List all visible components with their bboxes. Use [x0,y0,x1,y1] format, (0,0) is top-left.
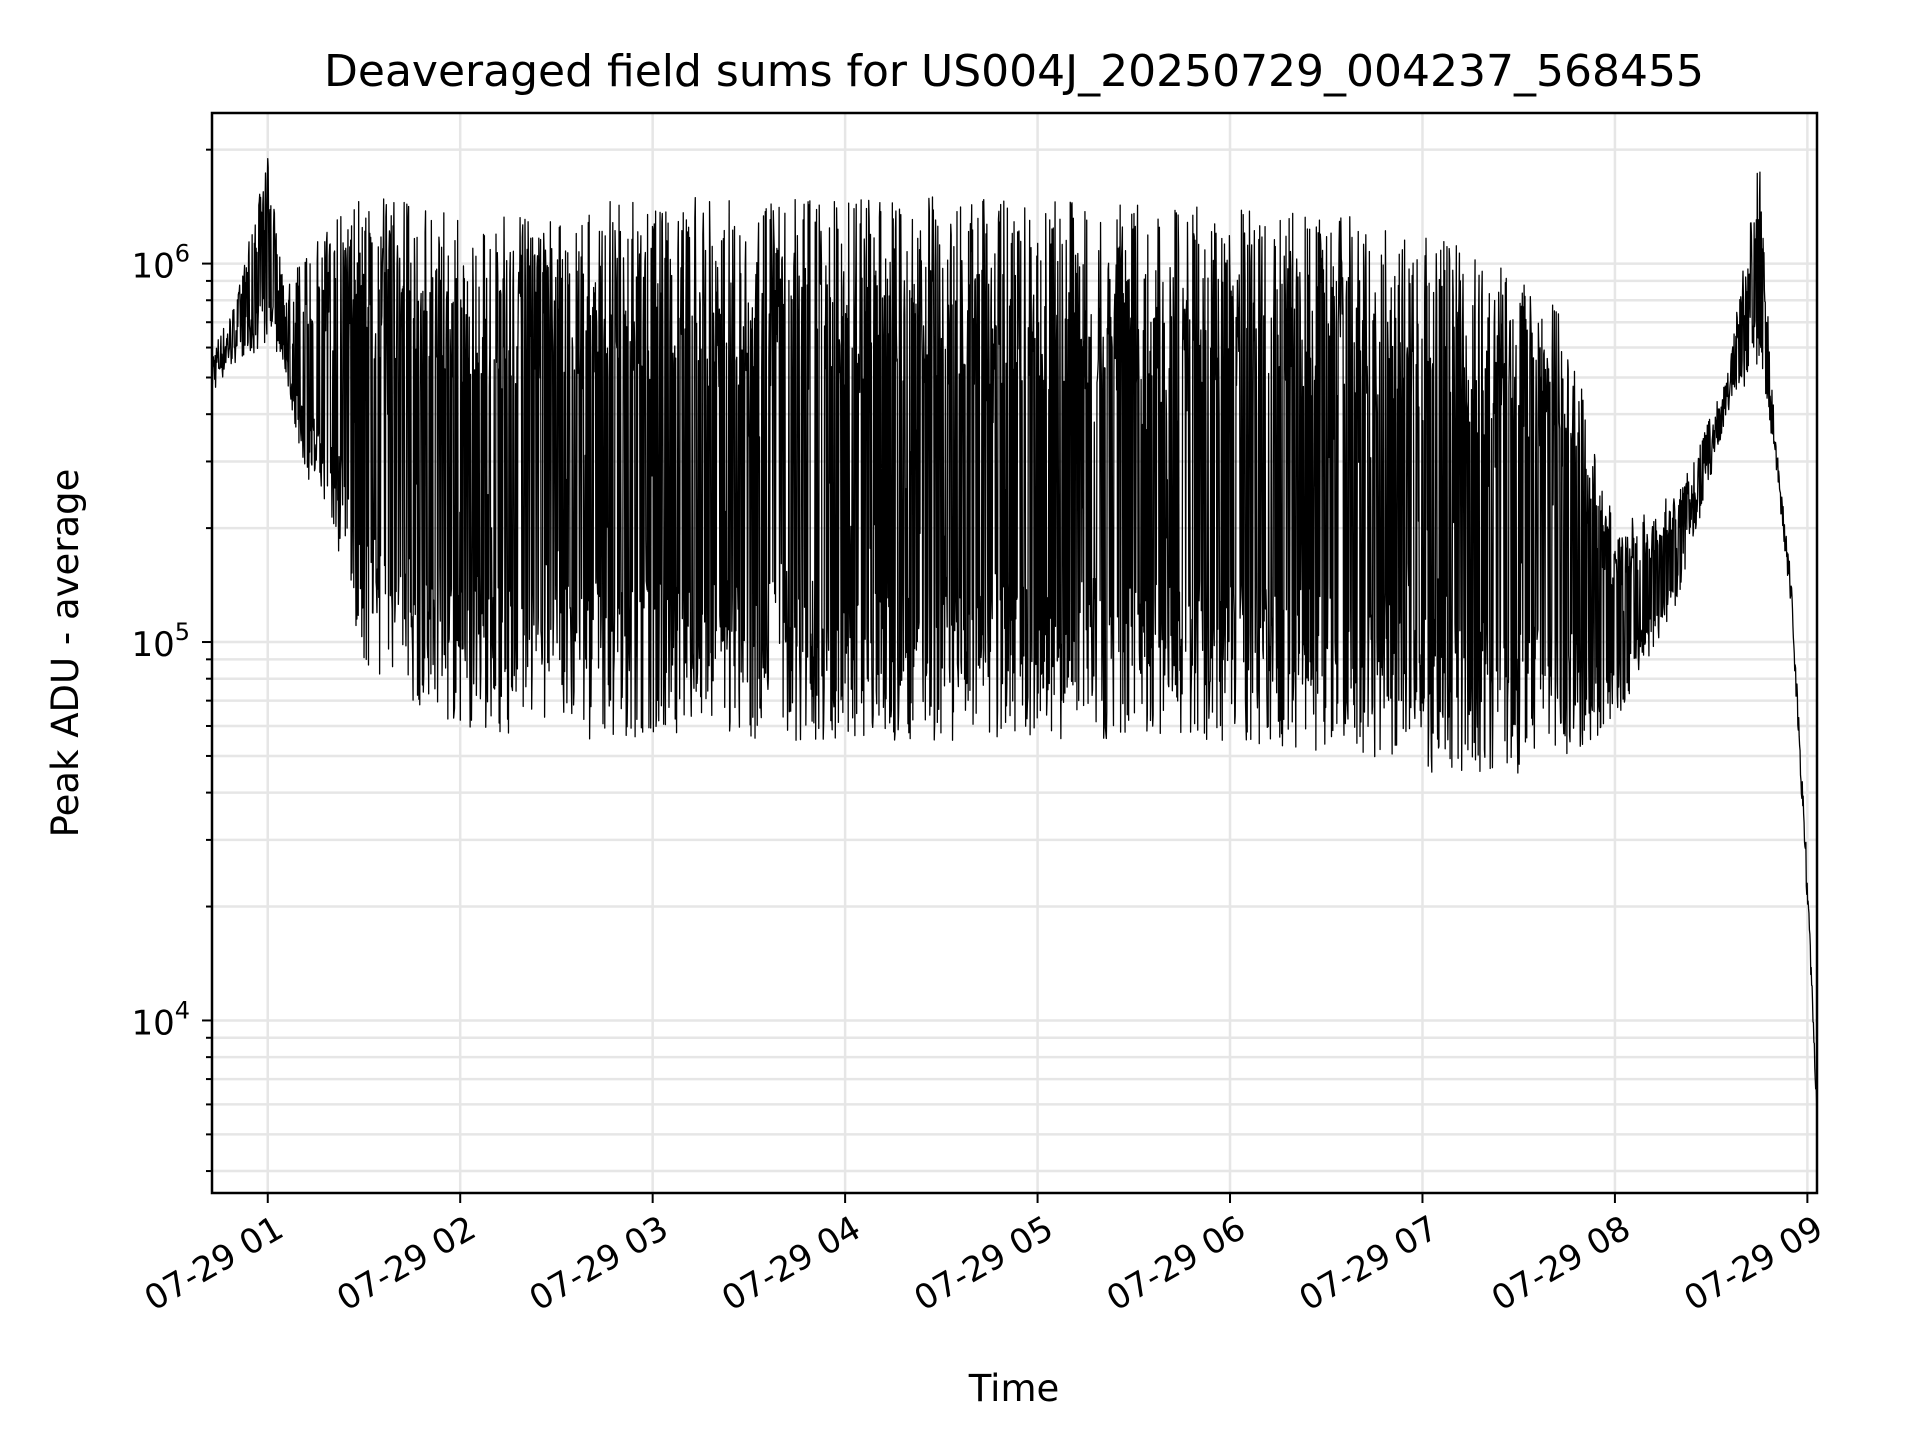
x-axis-label: Time [968,1367,1060,1410]
y-axis: 104 105 106 [131,148,212,1173]
plot-frame [210,111,1819,1195]
plot-area [211,157,1818,1118]
y-tick-label: 106 [131,240,190,287]
y-axis-label: Peak ADU - average [44,469,87,838]
y-tick-label: 105 [131,618,190,665]
series-line [211,157,1818,1118]
chart-title: Deaveraged field sums for US004J_2025072… [324,46,1704,97]
y-tick-label: 104 [131,996,190,1043]
